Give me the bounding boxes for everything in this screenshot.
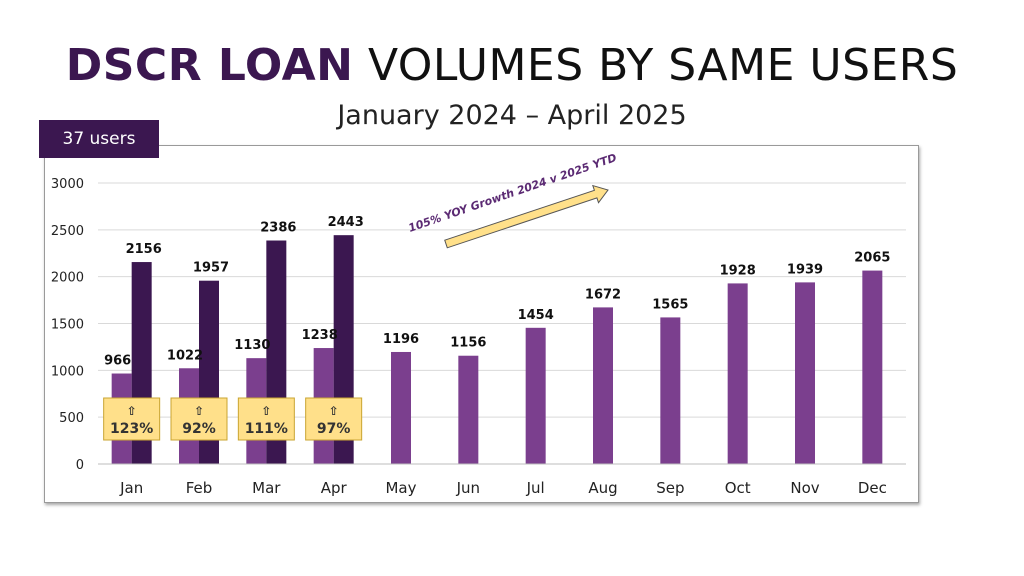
- data-label-2024: 2065: [854, 251, 890, 266]
- chart-title: DSCR LOAN VOLUMES BY SAME USERS: [0, 38, 1024, 94]
- bar-2024: [795, 282, 815, 464]
- data-label-2024: 1238: [302, 328, 338, 343]
- growth-annotation: 105% YOY Growth 2024 v 2025 YTD: [407, 151, 618, 249]
- data-label-2025: 2386: [260, 221, 296, 236]
- bar-2024: [660, 317, 681, 464]
- y-tick-label: 1500: [51, 318, 84, 333]
- bar-2024: [391, 351, 411, 464]
- data-label-2024: 1565: [652, 297, 688, 312]
- bar-2024: [525, 327, 546, 464]
- x-tick-label: Sep: [656, 479, 684, 497]
- y-tick-label: 1000: [51, 364, 84, 379]
- growth-callout-box: [305, 397, 363, 441]
- gridlines: [98, 182, 906, 418]
- x-tick-label: Aug: [588, 479, 617, 497]
- growth-callout-box: [170, 397, 228, 441]
- y-tick-label: 0: [76, 458, 84, 473]
- data-label-2024: 1928: [720, 263, 756, 278]
- title-rest: VOLUMES BY SAME USERS: [367, 40, 959, 91]
- data-labels: 966 2156 1022 1957 1130 2386 1238 2443 1196 1156 1…: [104, 215, 890, 368]
- growth-callout-label: 123%: [110, 421, 153, 437]
- data-label-2024: 1939: [787, 262, 823, 277]
- users-badge: 37 users: [39, 120, 159, 158]
- data-label-2024: 1196: [383, 332, 419, 347]
- data-label-2024: 1022: [167, 348, 203, 363]
- x-tick-label: Jul: [526, 479, 545, 497]
- x-tick-label: May: [385, 479, 416, 497]
- y-tick-label: 2000: [51, 271, 84, 286]
- growth-callout-label: 111%: [245, 421, 288, 437]
- x-tick-label: Dec: [858, 479, 887, 497]
- x-tick-label: Jun: [456, 479, 480, 497]
- y-tick-label: 3000: [51, 177, 84, 192]
- data-label-2024: 1454: [518, 308, 554, 323]
- axes: 0 500 1000 1500 2000 2500 3000 Jan Feb Mar Apr May J…: [51, 177, 906, 497]
- data-label-2024: 1156: [450, 336, 486, 351]
- growth-arrow-icon: ⇧: [329, 404, 339, 418]
- data-label-2024: 966: [104, 354, 131, 369]
- growth-callout-label: 92%: [182, 421, 216, 437]
- x-tick-label: Jan: [119, 479, 143, 497]
- y-tick-label: 2500: [51, 224, 84, 239]
- x-tick-label: Apr: [321, 479, 348, 497]
- data-label-2024: 1130: [234, 338, 270, 353]
- growth-callout-box: [103, 397, 161, 441]
- data-label-2024: 1672: [585, 287, 621, 302]
- data-label-2025: 1957: [193, 261, 229, 276]
- data-label-2025: 2443: [328, 215, 364, 230]
- growth-arrow-shape: [444, 184, 609, 249]
- growth-callout-box: [237, 397, 295, 441]
- bar-2024: [862, 270, 883, 464]
- x-tick-label: Oct: [725, 479, 751, 497]
- growth-arrow-icon: ⇧: [261, 404, 271, 418]
- growth-callouts: ⇧ 123% ⇧ 92% ⇧ 111% ⇧ 97%: [103, 397, 363, 441]
- chart-subtitle: January 2024 – April 2025: [337, 100, 687, 131]
- bar-2024: [458, 355, 479, 464]
- growth-callout-label: 97%: [317, 421, 351, 437]
- growth-arrow: [444, 184, 609, 249]
- bar-2024: [593, 307, 613, 464]
- data-label-2025: 2156: [126, 242, 162, 257]
- y-tick-label: 500: [59, 411, 84, 426]
- bar-2024: [727, 283, 748, 464]
- x-tick-label: Feb: [186, 479, 213, 497]
- x-tick-label: Mar: [252, 479, 281, 497]
- x-tick-label: Nov: [790, 479, 819, 497]
- title-accent: DSCR LOAN: [65, 40, 354, 91]
- growth-arrow-icon: ⇧: [127, 404, 137, 418]
- growth-arrow-icon: ⇧: [194, 404, 204, 418]
